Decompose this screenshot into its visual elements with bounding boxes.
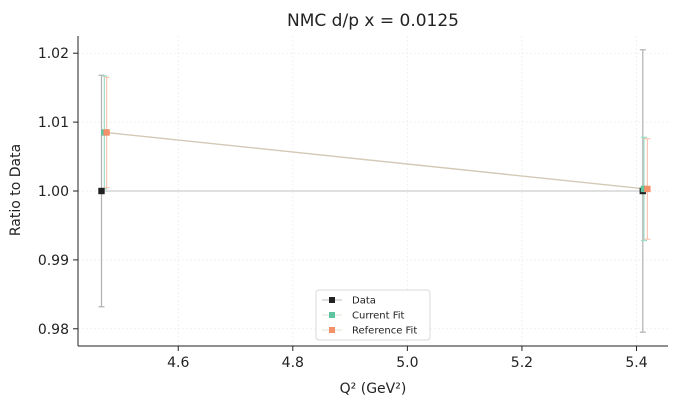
chart-title: NMC d/p x = 0.0125 <box>287 11 459 31</box>
y-tick-label: 0.99 <box>38 253 69 269</box>
y-tick-label: 1.00 <box>38 184 69 200</box>
data-point-2 <box>103 129 110 136</box>
y-axis-label: Ratio to Data <box>8 144 24 236</box>
plot-series <box>98 49 651 333</box>
data-point-0 <box>98 187 105 195</box>
x-tick-label: 4.8 <box>282 355 304 371</box>
x-tick-label: 5.4 <box>625 355 647 371</box>
y-tick-label: 1.01 <box>38 115 69 131</box>
x-axis-label: Q² (GeV²) <box>340 381 407 397</box>
legend: Data Current Fit Reference Fit <box>315 289 431 341</box>
axes: 4.6 4.8 5.0 5.2 5.4 0.98 0.99 1.00 1.01 1.02 <box>38 36 668 371</box>
legend-label: Data <box>352 296 376 307</box>
data-point-2 <box>644 185 651 193</box>
legend-label: Current Fit <box>352 311 405 322</box>
x-tick-label: 5.0 <box>396 355 418 371</box>
y-tick-label: 1.02 <box>38 46 69 62</box>
series-line-2 <box>106 131 648 190</box>
legend-marker <box>329 297 335 303</box>
legend-label: Reference Fit <box>352 326 417 337</box>
legend-marker <box>329 312 335 318</box>
x-tick-label: 4.6 <box>167 355 189 371</box>
x-tick-label: 5.2 <box>511 355 533 371</box>
y-tick-label: 0.98 <box>38 322 69 338</box>
legend-box <box>315 289 431 341</box>
data-point-1 <box>640 185 648 193</box>
legend-marker <box>329 327 335 333</box>
